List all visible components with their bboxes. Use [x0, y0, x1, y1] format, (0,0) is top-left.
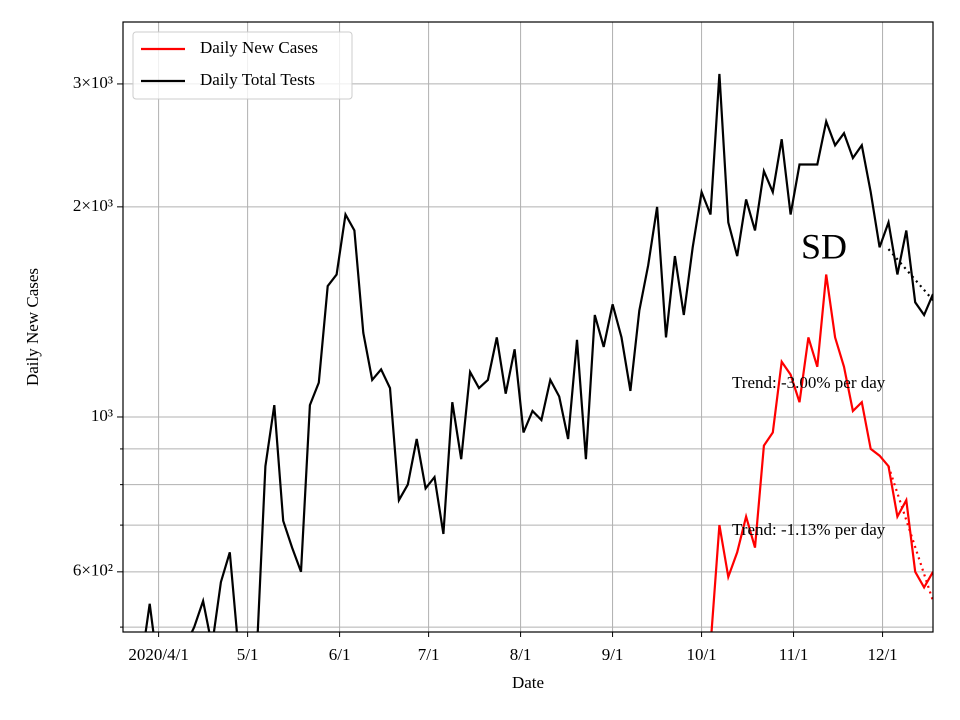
- legend: Daily New Cases Daily Total Tests: [132, 31, 353, 100]
- x-tick-label: 6/1: [329, 645, 351, 664]
- legend-box: [132, 31, 353, 100]
- y-tick-label: 10³: [91, 406, 113, 425]
- x-tick-label: 9/1: [602, 645, 624, 664]
- axes-frame: [122, 21, 934, 633]
- y-tick-label: 2×10³: [73, 196, 113, 215]
- x-tick-label: 10/1: [686, 645, 716, 664]
- series-line: [710, 274, 933, 632]
- annotation: SD: [801, 226, 847, 266]
- x-tick-label: 5/1: [237, 645, 259, 664]
- x-tick-label: 7/1: [418, 645, 440, 664]
- x-tick-label: 8/1: [510, 645, 532, 664]
- y-tick-label: 3×10³: [73, 73, 113, 92]
- x-tick-label: 2020/4/1: [128, 645, 188, 664]
- ticks: 2020/4/1 5/1 6/1 7/1 8/1 9/1 10/1 11/1 12/1 6×10²…: [73, 73, 898, 664]
- x-axis-label: Date: [512, 673, 544, 692]
- plot-area: [144, 73, 933, 632]
- annotation: Trend: -1.13% per day: [732, 520, 886, 539]
- legend-label: Daily New Cases: [200, 38, 318, 57]
- annotation: Trend: -3.00% per day: [732, 373, 886, 392]
- series-line: [144, 73, 933, 632]
- x-tick-label: 11/1: [779, 645, 809, 664]
- x-tick-label: 12/1: [867, 645, 897, 664]
- grid: [123, 22, 933, 632]
- legend-label: Daily Total Tests: [200, 70, 315, 89]
- y-tick-label: 6×10²: [73, 561, 113, 580]
- y-axis-label: Daily New Cases: [23, 268, 42, 386]
